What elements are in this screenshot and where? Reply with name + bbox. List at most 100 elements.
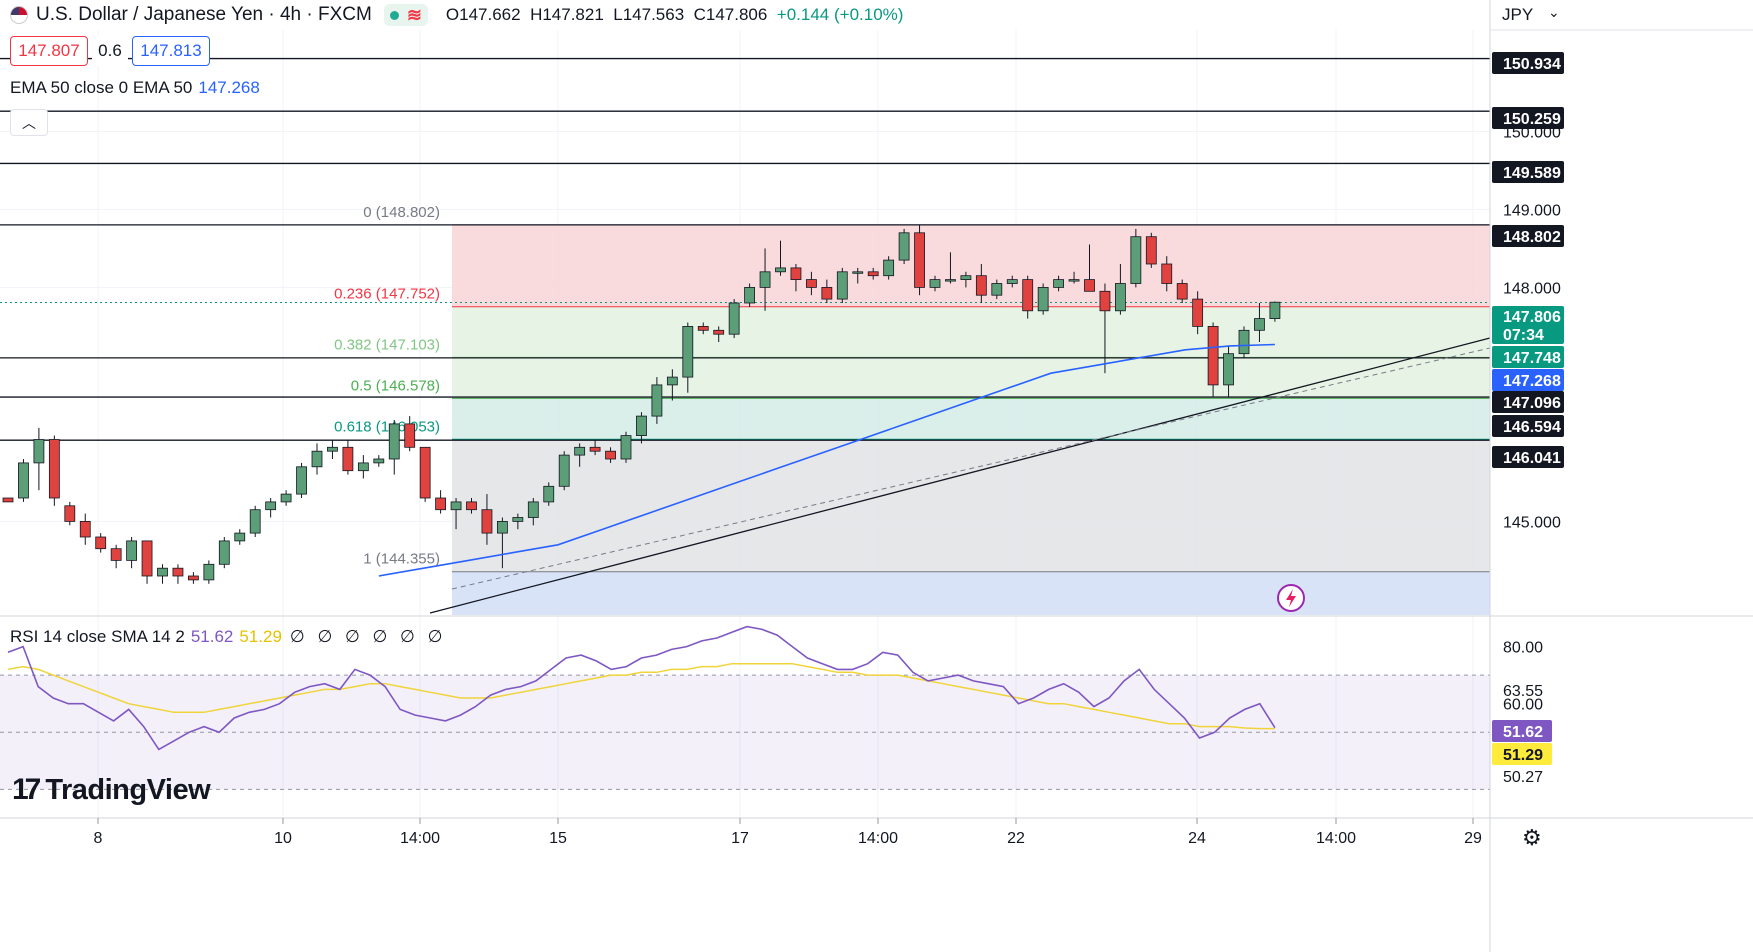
currency-label: JPY: [1502, 5, 1534, 24]
candle-body: [898, 232, 910, 261]
candle-body: [1161, 263, 1173, 284]
candle-body: [265, 501, 277, 511]
price-axis-tag: 148.802: [1503, 229, 1561, 246]
spread-value: 0.6: [92, 36, 128, 66]
candle-body: [79, 521, 91, 538]
fib-zone: [452, 439, 1490, 572]
rsi-sma-legend-value: 51.29: [239, 627, 282, 646]
candle-body: [2, 497, 14, 503]
time-axis-tick: 14:00: [858, 830, 898, 847]
settings-gear-icon[interactable]: ⚙: [1522, 825, 1542, 850]
candle-body: [218, 540, 230, 565]
price-axis-tag-bg: [1492, 225, 1564, 247]
candle-body: [481, 509, 493, 534]
candle-body: [605, 450, 616, 460]
candle-body: [1192, 298, 1204, 327]
ema-legend-label: EMA 50 close 0 EMA 50: [10, 78, 193, 97]
candle-body: [357, 462, 369, 472]
candle-body: [790, 267, 802, 280]
price-axis-tag: 146.594: [1503, 419, 1561, 436]
candle-body: [682, 325, 694, 378]
candle-body: [1207, 325, 1219, 386]
market-status-pill[interactable]: ≋: [383, 4, 428, 26]
rsi-axis-tag: 51.29: [1503, 747, 1543, 764]
ohlc-high: H147.821: [530, 5, 604, 24]
rsi-tag-bg: [1492, 743, 1552, 765]
rsi-tag-bg: [1492, 720, 1552, 742]
candle-body: [1145, 236, 1157, 265]
ema-legend-value: 147.268: [198, 78, 260, 97]
rsi-legend[interactable]: RSI 14 close SMA 14 2 51.62 51.29 ∅ ∅ ∅ ∅ ∅…: [10, 627, 446, 647]
candle-body: [1238, 329, 1250, 355]
time-axis-tick: 24: [1188, 830, 1206, 847]
rsi-legend-extra: ∅ ∅ ∅ ∅ ∅ ∅: [289, 627, 447, 646]
candle-body: [1084, 279, 1095, 292]
price-axis-tag-bg: [1492, 161, 1564, 183]
candle-body: [327, 446, 338, 452]
candle-body: [821, 286, 833, 300]
candle-body: [126, 540, 137, 561]
rsi-axis-tag: 63.55: [1503, 683, 1543, 700]
candle-body: [95, 536, 107, 550]
chevron-up-icon: ︿: [22, 114, 36, 131]
candle-body: [342, 446, 354, 472]
candle-body: [929, 279, 941, 288]
candle-body: [1037, 286, 1049, 312]
candle-body: [651, 384, 663, 417]
candle-body: [33, 439, 45, 464]
price-axis-tag-bg: [1492, 391, 1564, 413]
candle-body: [991, 283, 1003, 296]
candle-body: [373, 458, 385, 464]
candle-body: [1022, 279, 1034, 312]
candle-body: [1099, 290, 1111, 312]
wave-icon: ≋: [406, 5, 422, 25]
time-axis-tick: 14:00: [1316, 830, 1356, 847]
price-axis-tick: 145.000: [1503, 514, 1561, 531]
rsi-axis-tick: 80.00: [1503, 640, 1543, 657]
candle-body: [527, 501, 539, 518]
price-axis-tag: 147.748: [1503, 350, 1561, 367]
candle-body: [249, 509, 261, 534]
price-axis-tag-bg: [1492, 415, 1564, 437]
currency-selector[interactable]: JPY ⌄: [1490, 0, 1753, 30]
rsi-axis-tag: 50.27: [1503, 769, 1543, 786]
candle-body: [404, 423, 416, 448]
candle-body: [728, 302, 740, 335]
candle-body: [1115, 283, 1126, 312]
candle-body: [1053, 279, 1064, 288]
candle-body: [1068, 279, 1080, 282]
ohlc-change: +0.144 (+0.10%): [776, 5, 904, 24]
candle-body: [945, 279, 956, 282]
candle-body: [141, 540, 153, 577]
candle-body: [419, 446, 431, 499]
time-axis-tick: 8: [94, 830, 103, 847]
candle-body: [466, 501, 477, 511]
price-axis-tag-bg: [1492, 446, 1564, 468]
candle-body: [388, 423, 400, 460]
rsi-legend-label: RSI 14 close SMA 14 2: [10, 627, 185, 646]
candle-body: [558, 454, 570, 487]
ema-legend[interactable]: EMA 50 close 0 EMA 50 147.268: [10, 78, 260, 98]
candle-body: [296, 466, 307, 495]
candle-body: [589, 446, 601, 452]
ema50-line: [378, 343, 1275, 577]
price-axis-tag: 150.934: [1503, 56, 1561, 73]
tradingview-logo[interactable]: 17 TradingView: [12, 772, 211, 808]
symbol-title[interactable]: U.S. Dollar / Japanese Yen · 4h · FXCM: [36, 4, 372, 25]
candle-body: [960, 275, 972, 281]
candle-body: [1254, 318, 1265, 331]
price-axis-tag: 147.268: [1503, 373, 1561, 390]
candle-body: [697, 325, 709, 331]
fib-label: 0.618 (146.053): [334, 418, 440, 435]
sell-button[interactable]: 147.807: [10, 36, 88, 66]
candle-body: [1269, 301, 1281, 320]
candle-body: [620, 435, 632, 460]
collapse-legend-button[interactable]: ︿: [10, 109, 48, 136]
ohlc-close: C147.806: [693, 5, 768, 24]
buy-button[interactable]: 147.813: [132, 36, 210, 66]
rsi-sma-line: [7, 662, 1275, 730]
time-axis-tick: 29: [1464, 830, 1482, 847]
candle-body: [775, 267, 786, 273]
fib-zone-below: [452, 571, 1490, 615]
